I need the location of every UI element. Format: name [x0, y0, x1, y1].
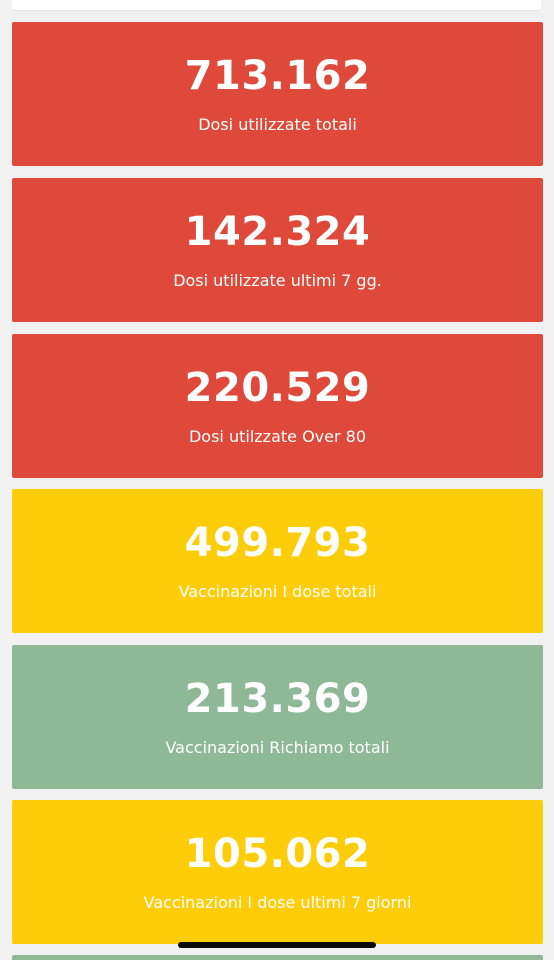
stat-card-total-doses: 713.162 Dosi utilizzate totali	[12, 22, 543, 166]
stat-value: 142.324	[184, 209, 371, 255]
stat-card-first-dose-last-7-days: 105.062 Vaccinazioni I dose ultimi 7 gio…	[12, 800, 543, 944]
stat-value: 213.369	[184, 676, 371, 722]
top-card-edge	[12, 0, 541, 11]
stat-card-doses-last-7-days: 142.324 Dosi utilizzate ultimi 7 gg.	[12, 178, 543, 322]
stat-value: 105.062	[184, 831, 371, 877]
stat-card-first-dose-total: 499.793 Vaccinazioni I dose totali	[12, 489, 543, 633]
stat-card-doses-over-80: 220.529 Dosi utilzzate Over 80	[12, 334, 543, 478]
stat-value: 499.793	[184, 520, 371, 566]
stat-value: 220.529	[184, 365, 371, 411]
stat-label: Vaccinazioni I dose ultimi 7 giorni	[143, 893, 412, 912]
stat-label: Dosi utilzzate Over 80	[188, 427, 366, 446]
stat-label: Vaccinazioni I dose totali	[178, 582, 377, 601]
stat-card-booster-total: 213.369 Vaccinazioni Richiamo totali	[12, 645, 543, 789]
stat-value: 713.162	[184, 53, 371, 99]
home-indicator[interactable]	[178, 942, 376, 948]
stat-label: Dosi utilizzate ultimi 7 gg.	[173, 271, 382, 290]
next-stat-card-edge	[12, 955, 543, 960]
stat-label: Vaccinazioni Richiamo totali	[165, 738, 390, 757]
stat-label: Dosi utilizzate totali	[198, 115, 357, 134]
